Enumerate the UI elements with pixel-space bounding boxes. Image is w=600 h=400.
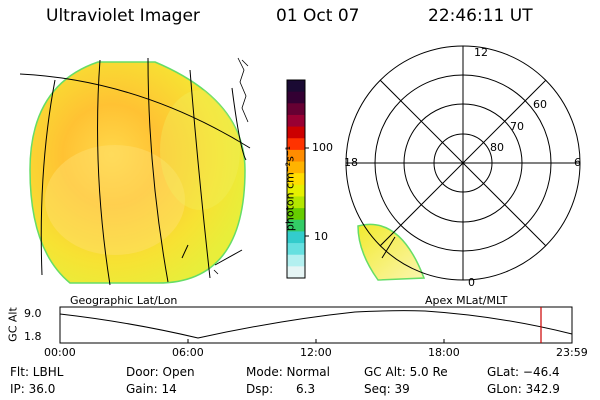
time-tick-1800: 18:00	[428, 346, 460, 359]
earth-disk	[29, 61, 246, 284]
info-dsp: Dsp: 6.3	[246, 382, 316, 396]
timeline-y-bottom: 1.8	[24, 330, 42, 343]
polar-auroral-image	[357, 223, 426, 281]
info-gc-alt: GC Alt: 5.0 Re	[364, 365, 448, 379]
info-glat: GLat: −46.4	[487, 365, 560, 379]
lat-label-70: 70	[510, 120, 524, 133]
mlt-label-12: 12	[474, 46, 488, 59]
coastline	[213, 57, 249, 275]
colorbar-segment	[287, 161, 305, 174]
colorbar-segment	[287, 208, 305, 221]
colorbar-segment	[287, 254, 305, 267]
info-ip: IP: 36.0	[10, 382, 56, 396]
colorbar-segment	[287, 266, 305, 279]
info-gain: Gain: 14	[126, 382, 177, 396]
altitude-timeline	[59, 306, 573, 344]
timeline-left-label: Geographic Lat/Lon	[70, 294, 178, 307]
colorbar	[286, 79, 309, 279]
mlt-label-6: 6	[574, 156, 581, 169]
colorbar-segment	[287, 173, 305, 186]
observation-date: 01 Oct 07	[276, 6, 360, 26]
colorbar-tick-100: 100	[312, 141, 333, 154]
time-tick-1200: 12:00	[300, 346, 332, 359]
info-glon: GLon: 342.9	[487, 382, 560, 396]
colorbar-frame	[286, 79, 306, 279]
colorbar-segment	[287, 80, 305, 93]
geographic-grid	[19, 57, 251, 286]
lat-label-80: 80	[490, 141, 504, 154]
colorbar-segment	[287, 126, 305, 139]
colorbar-segment	[287, 91, 305, 104]
colorbar-segment	[287, 219, 305, 233]
lat-label-60: 60	[533, 98, 547, 111]
timeline-axis-label: GC Alt	[6, 307, 20, 342]
colorbar-segment	[287, 231, 305, 244]
info-mode: Mode: Normal	[246, 365, 330, 379]
mlt-label-0: 0	[468, 276, 475, 289]
time-tick-0000: 00:00	[44, 346, 76, 359]
colorbar-segment	[287, 138, 305, 151]
mlt-label-18: 18	[344, 156, 358, 169]
colorbar-segment	[287, 196, 305, 209]
colorbar-unit-label: photon cm⁻²s⁻¹	[283, 145, 297, 232]
brightness-patch	[45, 90, 240, 255]
colorbar-segment	[287, 149, 305, 163]
altitude-curve	[59, 310, 573, 339]
colorbar-segment	[287, 103, 305, 116]
timeline-right-label: Apex MLat/MLT	[425, 294, 508, 307]
info-seq: Seq: 39	[364, 382, 410, 396]
earth-image	[19, 57, 251, 286]
instrument-title: Ultraviolet Imager	[46, 6, 200, 26]
observation-time: 22:46:11 UT	[428, 6, 533, 26]
colorbar-tick-10: 10	[314, 230, 328, 243]
time-tick-0600: 06:00	[172, 346, 204, 359]
timeline-y-top: 9.0	[24, 307, 42, 320]
polar-diagonal-2	[379, 79, 547, 247]
info-filter: Flt: LBHL	[10, 365, 64, 379]
colorbar-segment	[287, 243, 305, 256]
colorbar-segment	[287, 184, 305, 198]
time-tick-marks	[59, 339, 573, 343]
time-tick-2359: 23:59	[556, 346, 588, 359]
polar-plot	[345, 45, 581, 281]
colorbar-segment	[287, 114, 305, 128]
info-door: Door: Open	[126, 365, 195, 379]
